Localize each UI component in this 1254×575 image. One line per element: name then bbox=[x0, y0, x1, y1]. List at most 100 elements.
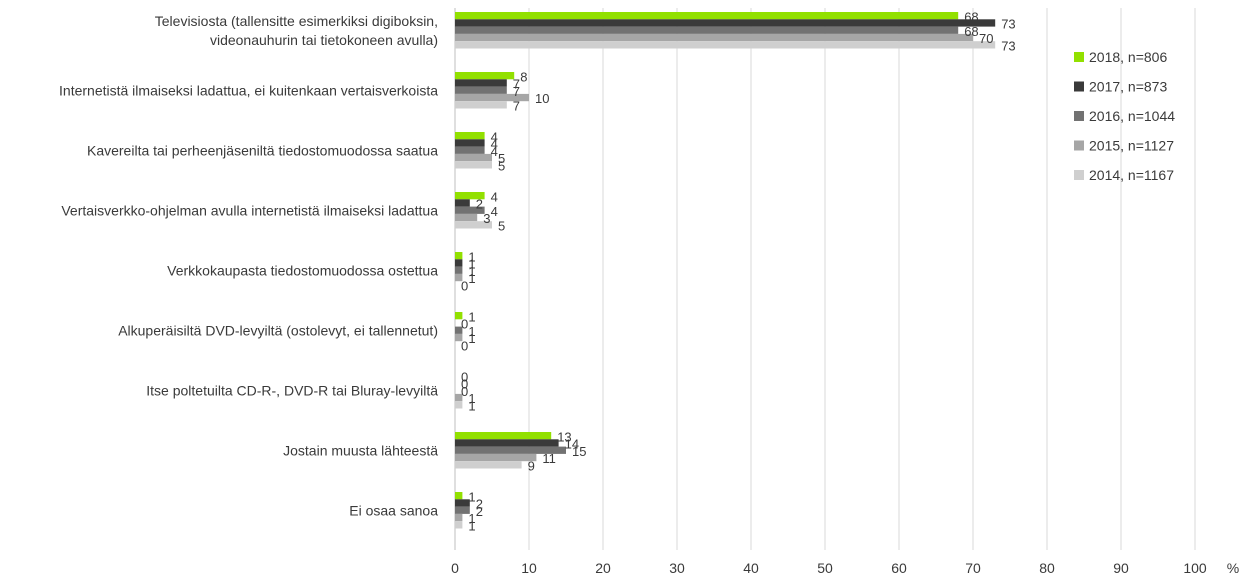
legend-swatch bbox=[1074, 170, 1084, 180]
data-label: 4 bbox=[491, 129, 498, 144]
x-tick-label: 60 bbox=[891, 560, 907, 575]
x-tick-label: 90 bbox=[1113, 560, 1129, 575]
legend-swatch bbox=[1074, 140, 1084, 151]
bar bbox=[455, 132, 485, 140]
legend-swatch bbox=[1074, 52, 1084, 62]
data-label: 2 bbox=[476, 504, 483, 519]
data-label: 1 bbox=[468, 519, 475, 534]
data-label: 9 bbox=[528, 459, 535, 474]
category-label: Alkuperäisiltä DVD-levyiltä (ostolevyt, … bbox=[118, 322, 438, 338]
bar bbox=[455, 161, 492, 169]
x-axis-unit: % bbox=[1227, 560, 1239, 575]
x-tick-label: 50 bbox=[817, 560, 833, 575]
legend-label: 2018, n=806 bbox=[1089, 49, 1167, 65]
bar bbox=[455, 401, 463, 409]
bar bbox=[455, 439, 559, 447]
bar bbox=[455, 26, 959, 34]
bars bbox=[455, 12, 996, 529]
x-axis-ticks: 0 10 20 30 40 50 60 70 80 90 100% bbox=[451, 560, 1239, 575]
category-label: Jostain muusta lähteestä bbox=[283, 442, 438, 458]
data-label: 1 bbox=[468, 257, 475, 272]
data-label: 1 bbox=[468, 391, 475, 406]
bar bbox=[455, 72, 515, 80]
bar bbox=[455, 333, 463, 342]
data-label: 7 bbox=[513, 84, 520, 99]
data-label: 7 bbox=[513, 77, 520, 92]
data-label: 1 bbox=[468, 489, 475, 504]
legend: 2018, n=806 2017, n=873 2016, n=1044 2015, … bbox=[1074, 49, 1175, 183]
category-labels: Televisiosta (tallensitte esimerkiksi di… bbox=[59, 13, 438, 519]
bar bbox=[455, 146, 485, 154]
x-tick-label: 100 bbox=[1183, 560, 1207, 575]
bar bbox=[455, 153, 492, 162]
x-tick-label: 30 bbox=[669, 560, 685, 575]
legend-label: 2014, n=1167 bbox=[1089, 167, 1174, 183]
x-tick-label: 10 bbox=[521, 560, 537, 575]
data-label: 5 bbox=[498, 159, 505, 174]
data-label: 4 bbox=[491, 144, 498, 159]
data-label: 68 bbox=[964, 24, 978, 39]
data-label: 0 bbox=[461, 339, 468, 354]
legend-swatch bbox=[1074, 111, 1084, 121]
bar bbox=[455, 446, 566, 454]
data-label: 3 bbox=[483, 211, 490, 226]
bar bbox=[455, 461, 522, 469]
data-label: 1 bbox=[468, 264, 475, 279]
bar bbox=[455, 252, 463, 260]
bar bbox=[455, 499, 470, 507]
bar bbox=[455, 12, 959, 20]
bar bbox=[455, 266, 463, 274]
x-tick-label: 0 bbox=[451, 560, 459, 575]
bar bbox=[455, 101, 507, 109]
data-label: 15 bbox=[572, 444, 586, 459]
bar bbox=[455, 393, 463, 402]
category-label: Ei osaa sanoa bbox=[349, 502, 438, 518]
legend-label: 2017, n=873 bbox=[1089, 79, 1167, 95]
data-label: 1 bbox=[468, 271, 475, 286]
data-label: 10 bbox=[535, 91, 549, 106]
bar bbox=[455, 206, 485, 214]
bar bbox=[455, 192, 485, 200]
legend-swatch bbox=[1074, 81, 1084, 92]
data-label: 4 bbox=[491, 189, 498, 204]
bar bbox=[455, 273, 463, 282]
data-label: 14 bbox=[565, 437, 579, 452]
bar bbox=[455, 453, 537, 462]
bar bbox=[455, 492, 463, 500]
data-label: 1 bbox=[468, 399, 475, 414]
data-label: 2 bbox=[476, 197, 483, 212]
category-label: Verkkokaupasta tiedostomuodossa ostettua bbox=[167, 262, 438, 278]
category-label: Internetistä ilmaiseksi ladattua, ei kui… bbox=[59, 82, 438, 98]
bar bbox=[455, 199, 470, 207]
bar bbox=[455, 221, 492, 229]
bar bbox=[455, 139, 485, 147]
data-label: 11 bbox=[542, 451, 556, 466]
data-label: 73 bbox=[1001, 17, 1015, 32]
data-label: 1 bbox=[468, 309, 475, 324]
bar bbox=[455, 506, 470, 514]
data-label: 4 bbox=[491, 204, 498, 219]
category-label: Vertaisverkko-ohjelman avulla internetis… bbox=[61, 202, 438, 218]
data-label: 0 bbox=[461, 317, 468, 332]
bar bbox=[455, 513, 463, 522]
data-label: 4 bbox=[491, 137, 498, 152]
category-label: Televisiosta (tallensitte esimerkiksi di… bbox=[155, 13, 438, 48]
x-tick-label: 20 bbox=[595, 560, 611, 575]
bar bbox=[455, 33, 973, 42]
data-label: 1 bbox=[468, 324, 475, 339]
bar bbox=[455, 41, 996, 49]
bar bbox=[455, 312, 463, 320]
bar bbox=[455, 19, 996, 27]
bar bbox=[455, 213, 478, 222]
data-label: 5 bbox=[498, 151, 505, 166]
category-label: Itse poltetuilta CD-R-, DVD-R tai Bluray… bbox=[146, 382, 438, 398]
legend-label: 2016, n=1044 bbox=[1089, 108, 1175, 124]
bar bbox=[455, 86, 507, 94]
data-label: 2 bbox=[476, 497, 483, 512]
bar bbox=[455, 93, 529, 102]
data-label: 70 bbox=[979, 31, 993, 46]
bar bbox=[455, 432, 552, 440]
